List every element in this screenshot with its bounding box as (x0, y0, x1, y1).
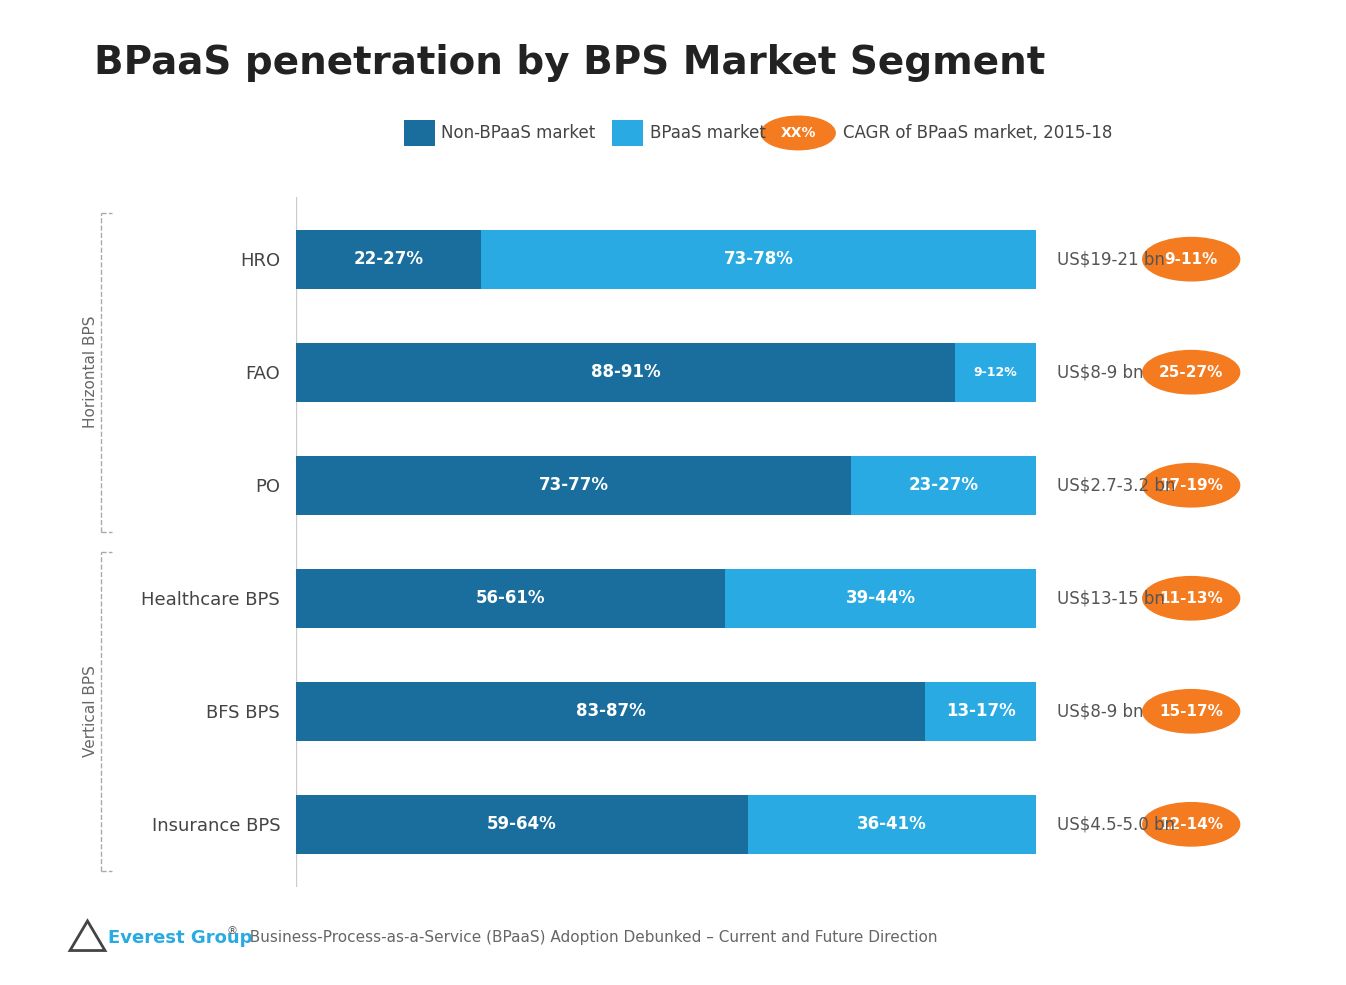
Ellipse shape (1143, 690, 1240, 733)
Text: 17-19%: 17-19% (1159, 478, 1224, 492)
Text: CAGR of BPaaS market, 2015-18: CAGR of BPaaS market, 2015-18 (843, 124, 1112, 142)
Text: XX%: XX% (781, 126, 816, 140)
Text: 9-12%: 9-12% (973, 365, 1018, 378)
Text: 13-17%: 13-17% (946, 702, 1016, 720)
Text: US$2.7-3.2 bn: US$2.7-3.2 bn (1057, 476, 1175, 494)
Text: 22-27%: 22-27% (354, 250, 424, 268)
Text: 56-61%: 56-61% (476, 589, 545, 608)
Bar (296, 230, 482, 289)
Bar (296, 343, 956, 402)
Text: Vertical BPS: Vertical BPS (82, 665, 98, 757)
Ellipse shape (1143, 803, 1240, 846)
Text: 59-64%: 59-64% (487, 816, 557, 833)
Ellipse shape (1143, 351, 1240, 394)
Text: 39-44%: 39-44% (845, 589, 917, 608)
Text: BPaaS market: BPaaS market (650, 124, 766, 142)
Ellipse shape (762, 116, 835, 150)
Text: US$4.5-5.0 bn: US$4.5-5.0 bn (1057, 816, 1175, 833)
Text: 12-14%: 12-14% (1159, 817, 1224, 831)
Ellipse shape (1143, 237, 1240, 281)
Text: 23-27%: 23-27% (909, 476, 979, 494)
Text: US$8-9 bn: US$8-9 bn (1057, 702, 1143, 720)
Text: Everest Group: Everest Group (108, 929, 252, 947)
Text: Non-BPaaS market: Non-BPaaS market (441, 124, 596, 142)
Text: 73-77%: 73-77% (538, 476, 608, 494)
Bar (748, 795, 1036, 854)
Bar (725, 569, 1036, 627)
Text: 15-17%: 15-17% (1159, 704, 1224, 719)
Text: BPaaS penetration by BPS Market Segment: BPaaS penetration by BPS Market Segment (94, 44, 1046, 83)
Text: 83-87%: 83-87% (576, 702, 646, 720)
Bar (296, 682, 926, 741)
Text: Horizontal BPS: Horizontal BPS (82, 316, 98, 428)
Text: US$13-15 bn: US$13-15 bn (1057, 589, 1164, 608)
Text: 36-41%: 36-41% (857, 816, 927, 833)
Ellipse shape (1143, 464, 1240, 507)
Text: 88-91%: 88-91% (591, 363, 661, 381)
Text: Business-Process-as-a-Service (BPaaS) Adoption Debunked – Current and Future Dir: Business-Process-as-a-Service (BPaaS) Ad… (240, 930, 937, 946)
Text: 25-27%: 25-27% (1159, 364, 1224, 379)
Bar (296, 569, 725, 627)
Bar (482, 230, 1036, 289)
Text: 11-13%: 11-13% (1159, 591, 1224, 606)
Bar (956, 343, 1036, 402)
Ellipse shape (1143, 576, 1240, 620)
Bar (296, 456, 851, 514)
Bar (296, 795, 748, 854)
Text: ®: ® (226, 926, 237, 936)
Text: US$8-9 bn: US$8-9 bn (1057, 363, 1143, 381)
Text: 73-78%: 73-78% (724, 250, 794, 268)
Text: 9-11%: 9-11% (1164, 252, 1218, 267)
Bar (926, 682, 1036, 741)
Text: US$19-21 bn: US$19-21 bn (1057, 250, 1164, 268)
Bar (851, 456, 1036, 514)
